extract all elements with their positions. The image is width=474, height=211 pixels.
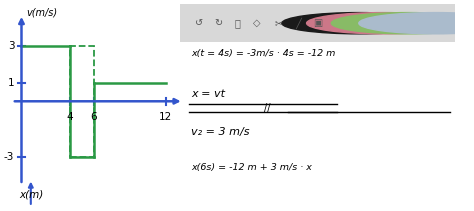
Text: x(t = 4s) = -3m/s · 4s = -12 m: x(t = 4s) = -3m/s · 4s = -12 m (191, 49, 336, 58)
Text: ◇: ◇ (253, 18, 261, 28)
Text: v(m/s): v(m/s) (26, 7, 57, 17)
Text: -3: -3 (4, 152, 14, 162)
Text: 1: 1 (8, 78, 14, 88)
Circle shape (331, 13, 474, 34)
Text: t(s): t(s) (186, 109, 205, 119)
Text: ▣: ▣ (313, 18, 322, 28)
Text: 3: 3 (8, 41, 14, 51)
Text: x(m): x(m) (19, 190, 43, 200)
Text: v₂ = 3 m/s: v₂ = 3 m/s (191, 127, 250, 137)
Circle shape (307, 13, 461, 34)
Text: ↺: ↺ (195, 18, 203, 28)
Bar (70, 46, 93, 157)
Text: ✂: ✂ (275, 18, 283, 28)
Text: ╱: ╱ (295, 17, 301, 29)
Text: 12: 12 (159, 112, 172, 122)
Circle shape (359, 13, 474, 34)
Circle shape (282, 13, 436, 34)
Text: 6: 6 (90, 112, 97, 122)
Text: 4: 4 (66, 112, 73, 122)
Text: x = vt: x = vt (191, 89, 226, 99)
Text: //: // (264, 103, 270, 113)
Text: ⌗: ⌗ (235, 18, 241, 28)
Text: x(6s) = -12 m + 3 m/s · x: x(6s) = -12 m + 3 m/s · x (191, 163, 312, 172)
Text: ↻: ↻ (215, 18, 223, 28)
